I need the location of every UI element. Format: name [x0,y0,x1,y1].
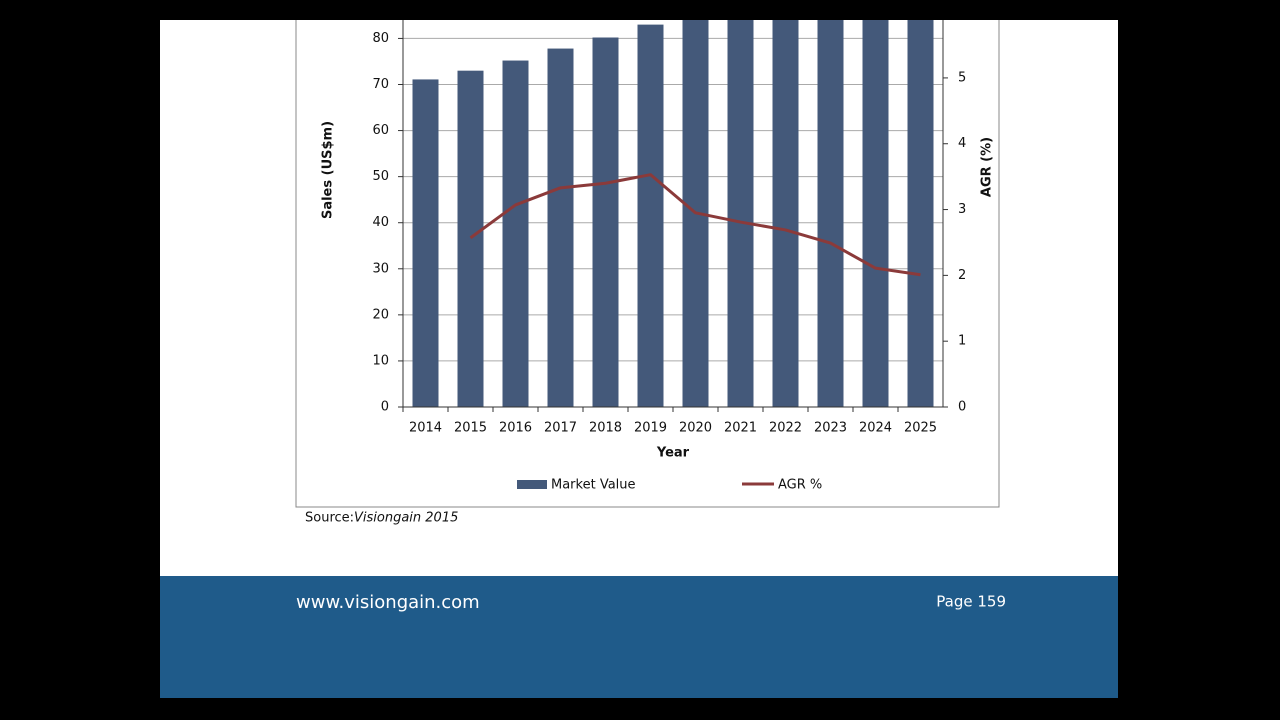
y-tick-label: 30 [372,261,389,276]
bar [907,20,934,407]
y2-tick-label: 4 [958,136,966,151]
bar [862,20,889,407]
x-tick-label: 2014 [409,421,442,436]
chart: 0 10 20 30 40 50 60 70 80 0 1 2 3 4 5 2014 2015 2016 2017 2… [321,20,995,493]
bar [457,70,484,407]
x-tick-label: 2016 [499,421,532,436]
y-tick-label: 60 [372,123,389,138]
x-tick-label: 2020 [679,421,712,436]
x-tick-label: 2017 [544,421,577,436]
x-tick-label: 2023 [814,421,847,436]
footer-band [160,576,1118,698]
bar [727,20,754,407]
bar [502,60,529,408]
y2-tick-label: 3 [958,202,966,217]
x-tick-label: 2021 [724,421,757,436]
y2-tick-label: 2 [958,268,966,283]
y-tick-label: 70 [372,77,389,92]
plot-area [403,20,943,408]
legend-label: AGR % [778,478,822,493]
y-tick-label: 10 [372,353,389,368]
x-tick-label: 2018 [589,421,622,436]
footer-url[interactable]: www.visiongain.com [296,592,480,613]
legend-swatch [517,480,547,489]
bar [412,79,439,408]
source-label: Source: [305,511,354,526]
y-tick-label: 80 [372,31,389,46]
chart-frame [295,20,1000,508]
x-tick-label: 2019 [634,421,667,436]
y-tick-label: 20 [372,307,389,322]
y2-tick-label: 5 [958,70,966,85]
y2-axis-title: AGR (%) [980,137,995,197]
bar [817,20,844,408]
x-tick-label: 2025 [904,421,937,436]
bar [547,48,574,408]
y2-tick-label: 1 [958,334,966,349]
x-axis-title: Year [656,446,690,461]
bar [592,37,619,407]
x-tick-label: 2022 [769,421,802,436]
y-tick-label: 0 [381,400,389,415]
x-tick-label: 2024 [859,421,892,436]
bar [637,24,664,407]
y-tick-label: 50 [372,169,389,184]
x-tick-label: 2015 [454,421,487,436]
footer-page: Page 159 [936,593,1006,611]
y-axis-title: Sales (US$m) [321,121,336,219]
agr-line [469,173,921,277]
legend-label: Market Value [551,478,636,493]
y2-tick-label: 0 [958,400,966,415]
bar [772,20,799,408]
bar [682,20,709,407]
source-text: Visiongain 2015 [354,511,458,526]
y-tick-label: 40 [372,215,389,230]
